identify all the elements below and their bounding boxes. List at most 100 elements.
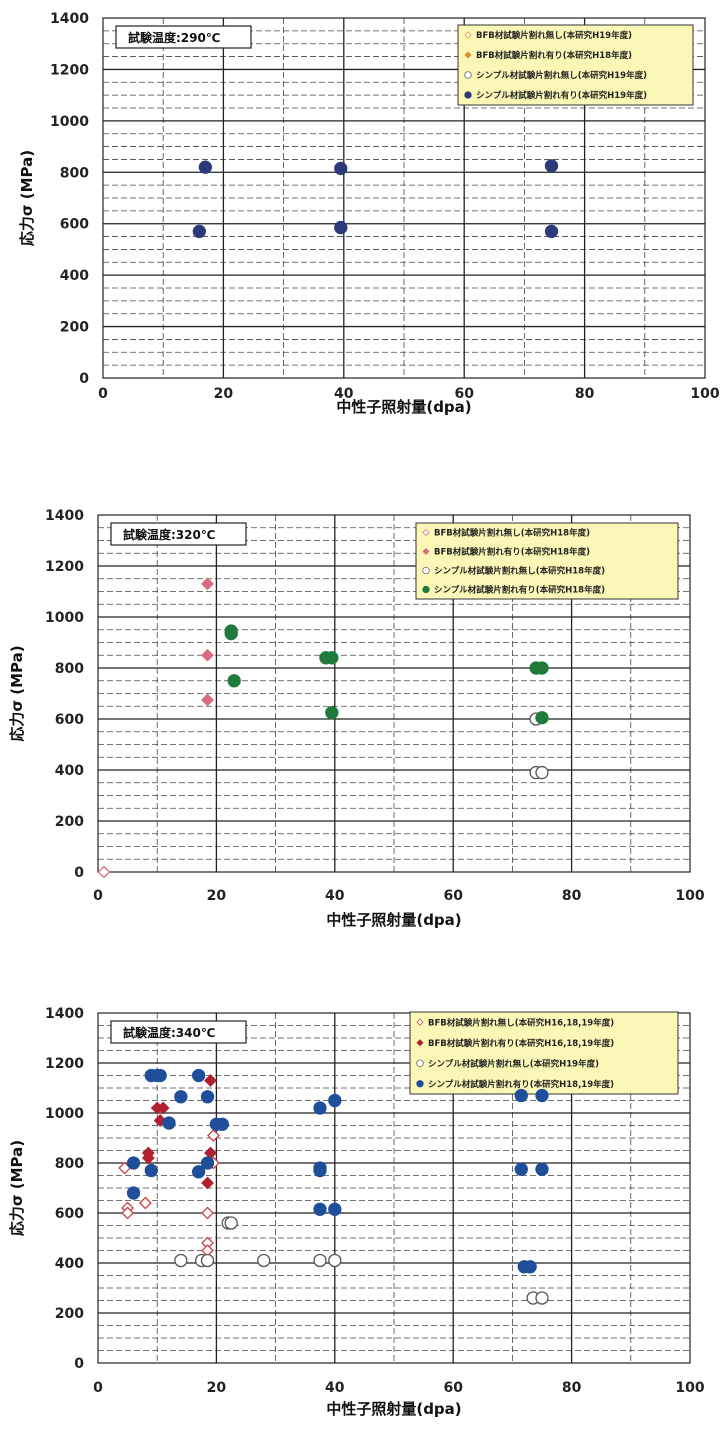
legend: BFB材試験片割れ無し(本研究H19年度) BFB材試験片割れ有り(本研究H18年… [457, 24, 694, 106]
x-tick-label: 60 [443, 1380, 463, 1396]
data-point [257, 1253, 271, 1268]
y-axis-label: 応力σ (MPa) [8, 1140, 26, 1236]
data-point [153, 1068, 167, 1083]
data-point [201, 648, 214, 662]
data-point [535, 661, 549, 675]
test-condition-label: 試験温度:340℃ [123, 1025, 215, 1040]
test-condition-frame [110, 522, 247, 546]
x-tick-label: 60 [454, 386, 474, 402]
data-point [200, 1253, 215, 1268]
legend-marker [464, 71, 472, 79]
data-point [544, 159, 559, 173]
data-point [121, 1206, 135, 1220]
legend-marker [422, 528, 430, 537]
data-point [207, 1129, 220, 1142]
legend-marker [416, 1039, 424, 1047]
test-condition-box: 試験温度:290℃ [115, 25, 252, 49]
legend-marker [422, 547, 430, 556]
legend-marker [464, 51, 472, 59]
y-tick-label: 1000 [45, 1106, 84, 1122]
legend-entry: BFB材試験片割れ無し(本研究H19年度) [476, 30, 632, 41]
data-point [224, 626, 238, 641]
data-point [544, 224, 559, 239]
data-point [313, 1163, 327, 1178]
data-point [514, 1162, 528, 1176]
data-point [126, 1156, 141, 1170]
x-axis-label: 中性子照射量(dpa) [336, 398, 471, 416]
y-tick-label: 0 [74, 1356, 84, 1372]
data-point [191, 1165, 206, 1179]
test-condition-label: 試験温度:290℃ [128, 30, 220, 45]
data-point [141, 1151, 155, 1165]
y-tick-label: 1400 [50, 11, 89, 27]
legend-marker [464, 31, 472, 39]
data-points [97, 577, 549, 879]
x-tick-label: 40 [325, 888, 345, 904]
legend-entry: シンプル材試験片割れ無し(本研究H18年度) [434, 566, 605, 577]
chart-290: 0 200 400 600 800 1000 1200 1400 0 20 40 60 80 100 中性子… [0, 0, 723, 445]
x-tick-label: 100 [690, 386, 719, 402]
legend: BFB材試験片割れ無し(本研究H16,18,19年度) BFB材試験片割れ有り(本… [409, 1011, 679, 1095]
data-point [144, 1163, 158, 1178]
legend-marker-group [422, 566, 430, 575]
data-point [334, 161, 348, 176]
data-point [313, 1202, 327, 1216]
x-tick-label: 40 [334, 386, 354, 402]
legend-marker-group [416, 1039, 424, 1047]
y-tick-label: 200 [55, 1306, 84, 1322]
data-point [535, 765, 549, 780]
y-tick-label: 1400 [45, 1006, 84, 1022]
test-condition-frame [115, 25, 252, 49]
legend-marker [464, 91, 472, 99]
legend-marker [416, 1080, 424, 1088]
data-point [156, 1101, 170, 1115]
legend-marker [422, 585, 430, 594]
y-tick-label: 200 [60, 320, 89, 336]
data-point [204, 1074, 217, 1087]
data-point [162, 1116, 176, 1130]
data-point [313, 1101, 327, 1115]
x-axis-label: 中性子照射量(dpa) [326, 911, 461, 929]
chart-340: 0 200 400 600 800 1000 1200 1400 0 20 40 60 80 100 中性子… [0, 990, 723, 1434]
data-point [174, 1253, 188, 1268]
y-tick-label: 1200 [50, 62, 89, 78]
x-tick-label: 20 [207, 888, 227, 904]
legend-entry: シンプル材試験片割れ有り(本研究H18年度) [434, 585, 605, 596]
data-points [118, 1068, 549, 1305]
data-point [535, 1291, 549, 1305]
data-point [523, 1260, 537, 1274]
data-point [535, 711, 549, 725]
legend-entry: BFB材試験片割れ有り(本研究H18年度) [476, 50, 632, 61]
test-condition-box: 試験温度:340℃ [110, 1020, 247, 1044]
legend: BFB材試験片割れ無し(本研究H18年度) BFB材試験片割れ有り(本研究H18年… [415, 522, 679, 600]
x-tick-label: 100 [675, 1380, 704, 1396]
y-tick-label: 1000 [45, 610, 84, 626]
data-point [201, 1206, 214, 1220]
x-tick-label: 100 [675, 888, 704, 904]
data-point [334, 220, 348, 235]
data-point [191, 1068, 206, 1083]
y-tick-label: 600 [60, 217, 89, 233]
data-point [328, 1093, 342, 1108]
legend-entry: シンプル材試験片割れ有り(本研究H19年度) [476, 90, 647, 101]
legend-marker-group [416, 1018, 424, 1026]
y-tick-label: 0 [79, 371, 89, 387]
x-tick-label: 40 [325, 1380, 345, 1396]
legend-entry: BFB材試験片割れ無し(本研究H16,18,19年度) [428, 1017, 614, 1028]
data-point [224, 1216, 238, 1230]
x-tick-label: 0 [93, 1380, 103, 1396]
data-point [200, 1090, 215, 1104]
chart-290-svg: 0 200 400 600 800 1000 1200 1400 0 20 40 60 80 100 中性子… [18, 11, 720, 416]
y-tick-label: 200 [55, 814, 84, 830]
legend-entry: シンプル材試験片割れ有り(本研究H18,19年度) [428, 1079, 614, 1090]
y-tick-label: 400 [55, 1256, 84, 1272]
y-tick-label: 400 [60, 268, 89, 284]
y-tick-label: 800 [55, 661, 84, 677]
legend-entry: シンプル材試験片割れ無し(本研究H19年度) [476, 70, 647, 81]
data-point [138, 1196, 152, 1210]
legend-entry: BFB材試験片割れ有り(本研究H18年度) [434, 547, 590, 558]
y-axis-label: 応力σ (MPa) [18, 150, 36, 246]
x-tick-label: 80 [562, 888, 582, 904]
legend-entry: シンプル材試験片割れ無し(本研究H19年度) [428, 1058, 599, 1069]
data-point [325, 705, 339, 720]
